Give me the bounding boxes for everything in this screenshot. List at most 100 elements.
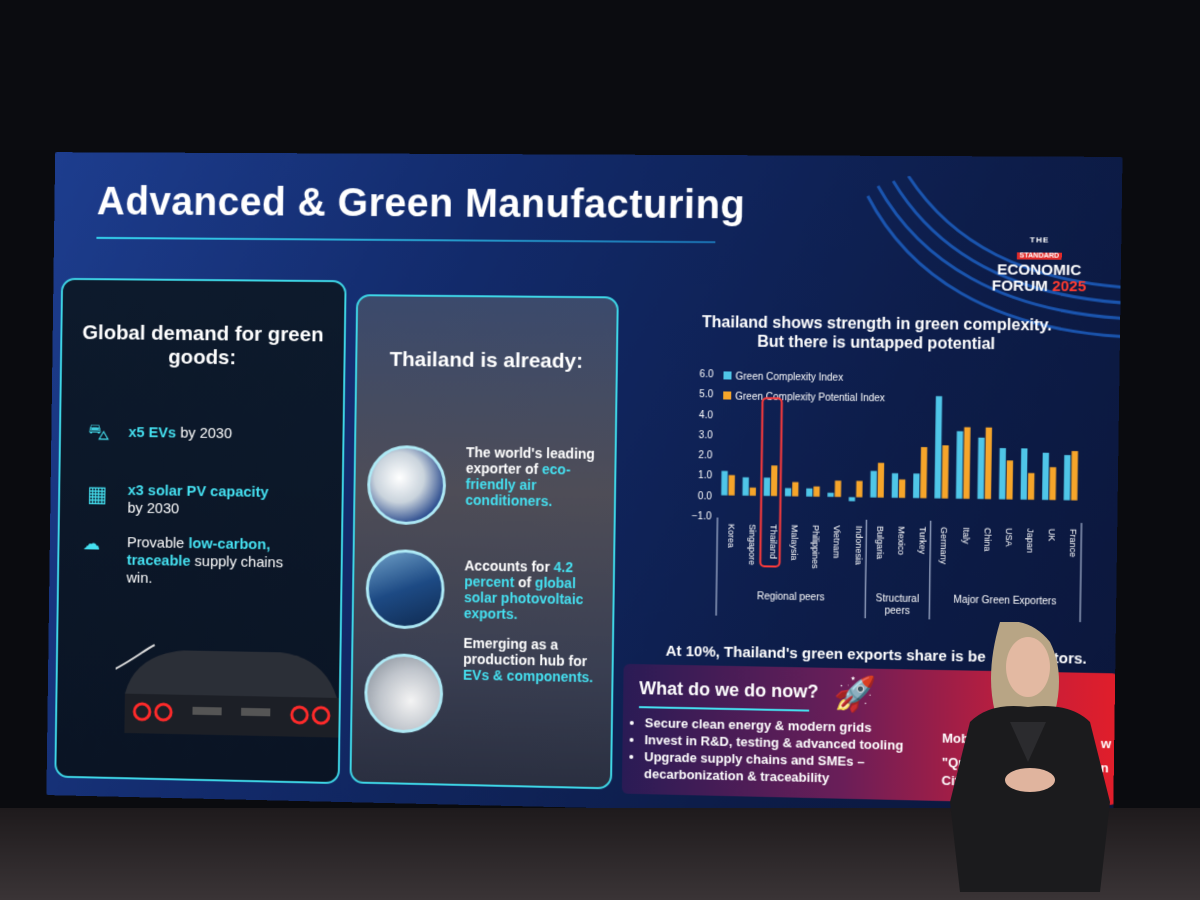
y-tick-label: 2.0 xyxy=(698,450,713,461)
group-label: Structural xyxy=(876,593,919,605)
logo-year: 2025 xyxy=(1052,278,1086,295)
category-label: France xyxy=(1068,529,1079,558)
global-demand-heading: Global demand for green goods: xyxy=(62,321,344,371)
category-label: Bulgaria xyxy=(875,526,886,559)
bar-gci xyxy=(764,478,770,496)
category-label: Turkey xyxy=(917,527,928,555)
action-item: Upgrade supply chains and SMEs – decarbo… xyxy=(644,748,946,789)
bar-gci xyxy=(806,488,812,496)
ev-car-icon: ⛍ xyxy=(88,420,110,449)
group-label: Major Green Exporters xyxy=(953,595,1056,608)
bar-gcpi xyxy=(792,482,798,496)
ev-charging-image xyxy=(364,653,444,734)
category-label: Mexico xyxy=(896,526,907,555)
auditorium-ceiling xyxy=(0,0,1200,150)
thailand-item-solar: Accounts for 4.2 percent of global solar… xyxy=(464,557,603,623)
ev-car-image xyxy=(114,634,340,777)
thailand-heading: Thailand is already: xyxy=(357,348,616,375)
legend-label: Green Complexity Index xyxy=(735,371,843,383)
demand-item-supply-chains: Provable low-carbon, traceable supply ch… xyxy=(126,534,311,590)
chart-title: Thailand shows strength in green complex… xyxy=(680,313,1074,355)
bar-gcpi xyxy=(1049,467,1056,500)
bar-gcpi xyxy=(750,488,756,496)
demand-item-evs: x5 EVs by 2030 xyxy=(128,424,232,443)
bar-gci xyxy=(721,471,728,495)
category-label: UK xyxy=(1047,529,1057,542)
bar-gcpi xyxy=(1071,451,1078,500)
y-tick-label: 6.0 xyxy=(700,369,715,380)
event-logo: THE STANDARD ECONOMIC FORUM 2025 xyxy=(983,235,1096,295)
bar-gci xyxy=(977,438,984,499)
category-label: Italy xyxy=(961,527,971,544)
group-divider xyxy=(929,521,930,620)
action-list: Secure clean energy & modern grids Inves… xyxy=(630,714,946,789)
category-label: Thailand xyxy=(768,524,779,559)
global-demand-panel: Global demand for green goods: ⛍ x5 EVs … xyxy=(54,278,346,784)
category-label: Korea xyxy=(726,524,736,548)
logo-the: THE xyxy=(984,235,1096,245)
rocket-icon: 🚀 xyxy=(833,674,876,715)
demand-item-solar: x3 solar PV capacity by 2030 xyxy=(127,482,322,520)
bar-gcpi xyxy=(877,463,884,498)
group-label: peers xyxy=(885,605,910,617)
category-label: Philippines xyxy=(810,525,821,569)
bar-gcpi xyxy=(899,479,906,497)
solar-panels-image xyxy=(365,549,445,630)
bar-gci xyxy=(1064,455,1071,500)
logo-forum: FORUM xyxy=(992,277,1048,295)
category-label: Germany xyxy=(939,527,950,565)
y-tick-label: 4.0 xyxy=(699,410,714,421)
what-now-heading: What do we do now? xyxy=(639,678,818,703)
bar-gcpi xyxy=(1028,473,1035,500)
slide-title: Advanced & Green Manufacturing xyxy=(97,180,746,228)
legend-label: Green Complexity Potential Index xyxy=(735,392,885,405)
bar-gci xyxy=(934,396,942,498)
bar-gcpi xyxy=(963,427,970,499)
green-complexity-chart: 6.0 5.0 4.0 3.0 2.0 1.0 0.0 −1.0 Green Complexit… xyxy=(676,365,1094,643)
bar-gci xyxy=(892,473,899,498)
bar-gcpi xyxy=(813,486,819,496)
y-tick-label: 0.0 xyxy=(698,491,713,502)
y-tick-label: 1.0 xyxy=(698,471,713,482)
chart-title-line-1: Thailand shows strength in green complex… xyxy=(680,313,1074,336)
bar-gci xyxy=(956,431,963,499)
legend-swatch xyxy=(723,391,731,399)
bar-gci xyxy=(913,474,920,499)
category-label: China xyxy=(982,528,993,552)
bar-gci xyxy=(1042,453,1049,500)
bar-gcpi xyxy=(1006,460,1013,499)
category-label: Singapore xyxy=(747,524,758,565)
bar-gcpi xyxy=(728,475,734,495)
y-tick-label: −1.0 xyxy=(692,511,712,522)
category-label: Vietnam xyxy=(832,525,843,558)
title-underline xyxy=(96,237,715,243)
what-now-underline xyxy=(639,706,809,711)
bar-gcpi xyxy=(771,465,778,496)
bar-gcpi xyxy=(985,427,992,499)
thailand-panel: Thailand is already: The world's leading… xyxy=(349,294,618,789)
category-label: Malaysia xyxy=(789,525,800,561)
bar-gci xyxy=(999,448,1006,499)
chart-title-line-2: But there is untapped potential xyxy=(680,332,1074,355)
solar-panel-icon: ▦ xyxy=(87,482,107,508)
thailand-item-aircon: The world's leading exporter of eco-frie… xyxy=(465,444,604,510)
bar-gci xyxy=(742,477,748,495)
group-divider xyxy=(1080,523,1081,622)
group-label: Regional peers xyxy=(757,591,825,603)
bar-gci xyxy=(827,493,833,497)
bar-gcpi xyxy=(942,445,949,498)
co2-cloud-icon: ☁ xyxy=(82,534,100,555)
category-label: Indonesia xyxy=(853,526,864,565)
group-divider xyxy=(865,520,866,619)
bar-gci xyxy=(1020,448,1027,499)
category-label: USA xyxy=(1004,528,1015,547)
group-divider xyxy=(716,518,717,616)
thailand-item-evs: Emerging as a production hub for EVs & c… xyxy=(463,635,602,685)
bar-gcpi xyxy=(856,481,862,497)
bar-gci xyxy=(870,471,877,498)
bar-gcpi xyxy=(835,481,841,497)
y-tick-label: 3.0 xyxy=(699,430,714,441)
legend-swatch xyxy=(723,371,731,379)
y-tick-label: 5.0 xyxy=(699,389,714,400)
air-conditioner-technician-image xyxy=(367,445,447,525)
